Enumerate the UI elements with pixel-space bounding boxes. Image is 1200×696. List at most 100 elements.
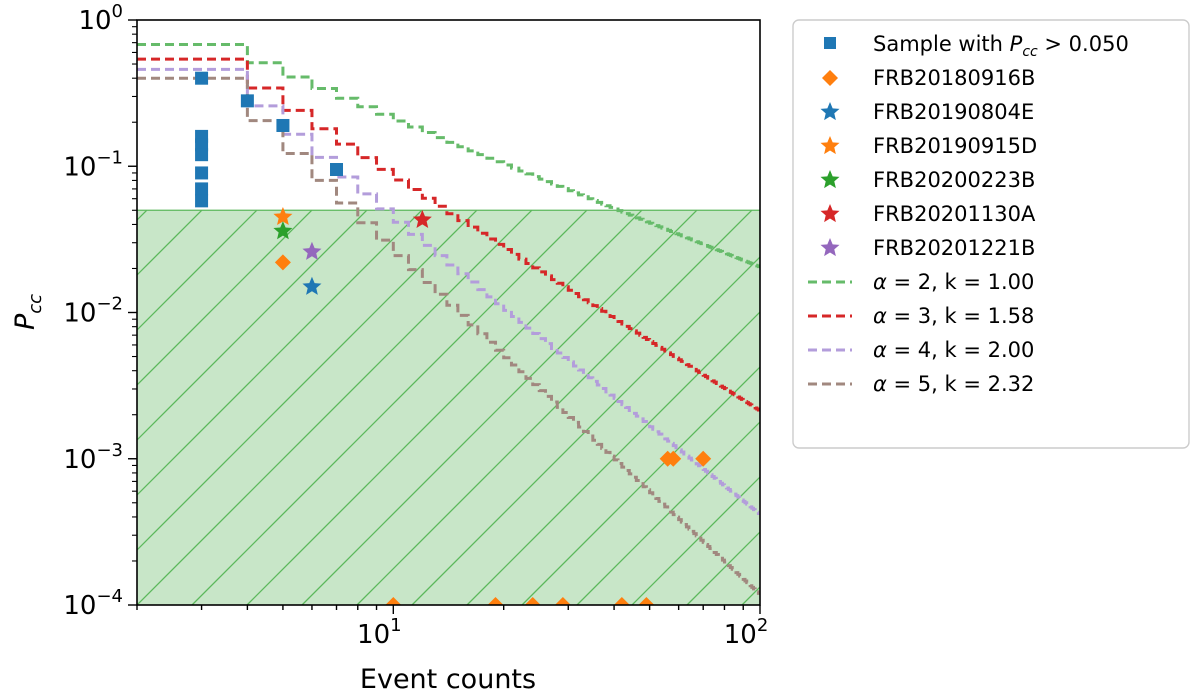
point-FRB20180916B bbox=[524, 597, 541, 605]
hatch-line bbox=[466, 311, 760, 605]
point-FRB20201130A bbox=[412, 209, 432, 228]
curve-alpha-5 bbox=[137, 76, 760, 595]
sample-point bbox=[195, 138, 209, 152]
x-tick-exp: 1 bbox=[390, 615, 401, 636]
legend-k-value: k = 2.32 bbox=[945, 372, 1035, 396]
point-FRB20201221B bbox=[302, 241, 322, 260]
hatch-line bbox=[137, 209, 478, 551]
legend-alpha-value: = 4, bbox=[887, 338, 945, 362]
legend-label-FRB20190804E: FRB20190804E bbox=[873, 100, 1034, 124]
point-FRB20180916B bbox=[695, 450, 712, 467]
point-FRB20180916B bbox=[638, 597, 655, 605]
legend-label-alpha-4: α = 4, k = 2.00 bbox=[873, 338, 1034, 362]
y-tick-base: 10 bbox=[63, 152, 96, 182]
point-FRB20190915D bbox=[273, 206, 293, 226]
hatch-line bbox=[576, 421, 760, 605]
x-tick-base: 10 bbox=[357, 620, 390, 650]
y-tick-base: 10 bbox=[63, 445, 96, 475]
legend-marker-FRB20201130A bbox=[820, 204, 840, 223]
hatch-line bbox=[137, 209, 148, 221]
legend-label-FRB20180916B: FRB20180916B bbox=[873, 66, 1035, 90]
legend-alpha-value: = 5, bbox=[887, 372, 945, 396]
sample-point bbox=[195, 166, 209, 180]
legend-marker-sample bbox=[824, 37, 836, 49]
legend-alpha-value: = 3, bbox=[887, 304, 945, 328]
x-tick-base: 10 bbox=[724, 620, 757, 650]
curve-alpha-2 bbox=[137, 42, 760, 269]
curve-alpha-3 bbox=[137, 57, 760, 412]
y-axis-label: Pcc bbox=[10, 294, 46, 330]
x-tick-label: 102 bbox=[724, 615, 769, 650]
point-FRB20180916B bbox=[613, 597, 630, 605]
point-FRB20180916B bbox=[487, 597, 504, 605]
hatch-line bbox=[191, 209, 588, 605]
legend-k-value: k = 1.00 bbox=[945, 270, 1035, 294]
y-tick-label: 10−1 bbox=[63, 147, 123, 182]
legend-marker-FRB20190804E bbox=[820, 102, 840, 121]
y-tick-base: 10 bbox=[78, 6, 111, 36]
hatch-line bbox=[686, 531, 760, 605]
curve-alpha-4 bbox=[137, 67, 760, 515]
legend-k-value: k = 1.58 bbox=[945, 304, 1035, 328]
y-tick-exp: −1 bbox=[96, 147, 123, 168]
sample-point bbox=[276, 118, 290, 132]
legend-label-alpha-3: α = 3, k = 1.58 bbox=[873, 304, 1034, 328]
hatch-line bbox=[631, 476, 760, 605]
y-tick-label: 100 bbox=[78, 1, 123, 36]
legend-label-sample: Sample with Pcc > 0.050 bbox=[873, 32, 1129, 60]
sample-point bbox=[195, 194, 209, 208]
y-axis-label-sub: cc bbox=[25, 294, 46, 314]
x-tick-label: 101 bbox=[357, 615, 402, 650]
y-tick-base: 10 bbox=[63, 591, 96, 621]
legend-alpha-symbol: α bbox=[873, 338, 887, 362]
hatch-line bbox=[411, 256, 760, 605]
y-tick-exp: −3 bbox=[96, 440, 123, 461]
hatch-line bbox=[137, 209, 368, 441]
hatch-line bbox=[356, 209, 753, 605]
legend-label-FRB20201221B: FRB20201221B bbox=[873, 236, 1035, 260]
data-points bbox=[195, 71, 712, 605]
point-FRB20180916B bbox=[385, 597, 402, 605]
hatch-line bbox=[137, 209, 423, 496]
legend-sample-sym: P bbox=[1010, 32, 1023, 56]
model-curves bbox=[137, 42, 760, 595]
legend-box bbox=[792, 19, 1190, 449]
y-tick-exp: −2 bbox=[96, 294, 123, 315]
legend-marker-FRB20190915D bbox=[820, 136, 840, 155]
legend-marker-FRB20180916B bbox=[822, 70, 838, 86]
hatch-line bbox=[521, 366, 760, 605]
y-tick-label: 10−3 bbox=[63, 440, 123, 475]
x-tick-exp: 2 bbox=[757, 615, 768, 636]
y-axis-label-main: P bbox=[10, 313, 41, 330]
x-axis-label: Event counts bbox=[360, 664, 536, 695]
hatch-line bbox=[137, 209, 313, 386]
legend-marker-FRB20200223B bbox=[820, 170, 840, 189]
legend-alpha-symbol: α bbox=[873, 372, 887, 396]
legend-label-FRB20201130A: FRB20201130A bbox=[873, 202, 1036, 226]
y-tick-base: 10 bbox=[63, 299, 96, 329]
legend-label-FRB20190915D: FRB20190915D bbox=[873, 134, 1037, 158]
hatch-line bbox=[246, 209, 643, 605]
point-FRB20180916B bbox=[274, 254, 291, 271]
legend-sample-prefix: Sample with bbox=[873, 32, 1010, 56]
point-FRB20180916B bbox=[665, 450, 682, 467]
legend-sample-sub: cc bbox=[1022, 44, 1038, 60]
legend-sample-suffix: > 0.050 bbox=[1038, 32, 1129, 56]
point-FRB20190804E bbox=[302, 276, 322, 295]
legend-marker-FRB20201221B bbox=[820, 238, 840, 257]
y-tick-exp: 0 bbox=[112, 1, 123, 22]
point-FRB20200223B bbox=[273, 221, 293, 240]
legend-label-alpha-5: α = 5, k = 2.32 bbox=[873, 372, 1034, 396]
threshold-region bbox=[137, 210, 760, 605]
sample-point bbox=[195, 148, 209, 162]
sample-point bbox=[195, 71, 209, 85]
y-tick-exp: −4 bbox=[96, 586, 123, 607]
threshold-hatch bbox=[0, 209, 760, 605]
legend-label-alpha-2: α = 2, k = 1.00 bbox=[873, 270, 1034, 294]
legend-alpha-symbol: α bbox=[873, 304, 887, 328]
sample-point bbox=[240, 94, 254, 108]
legend-label-FRB20200223B: FRB20200223B bbox=[873, 168, 1035, 192]
hatch-line bbox=[0, 210, 92, 605]
